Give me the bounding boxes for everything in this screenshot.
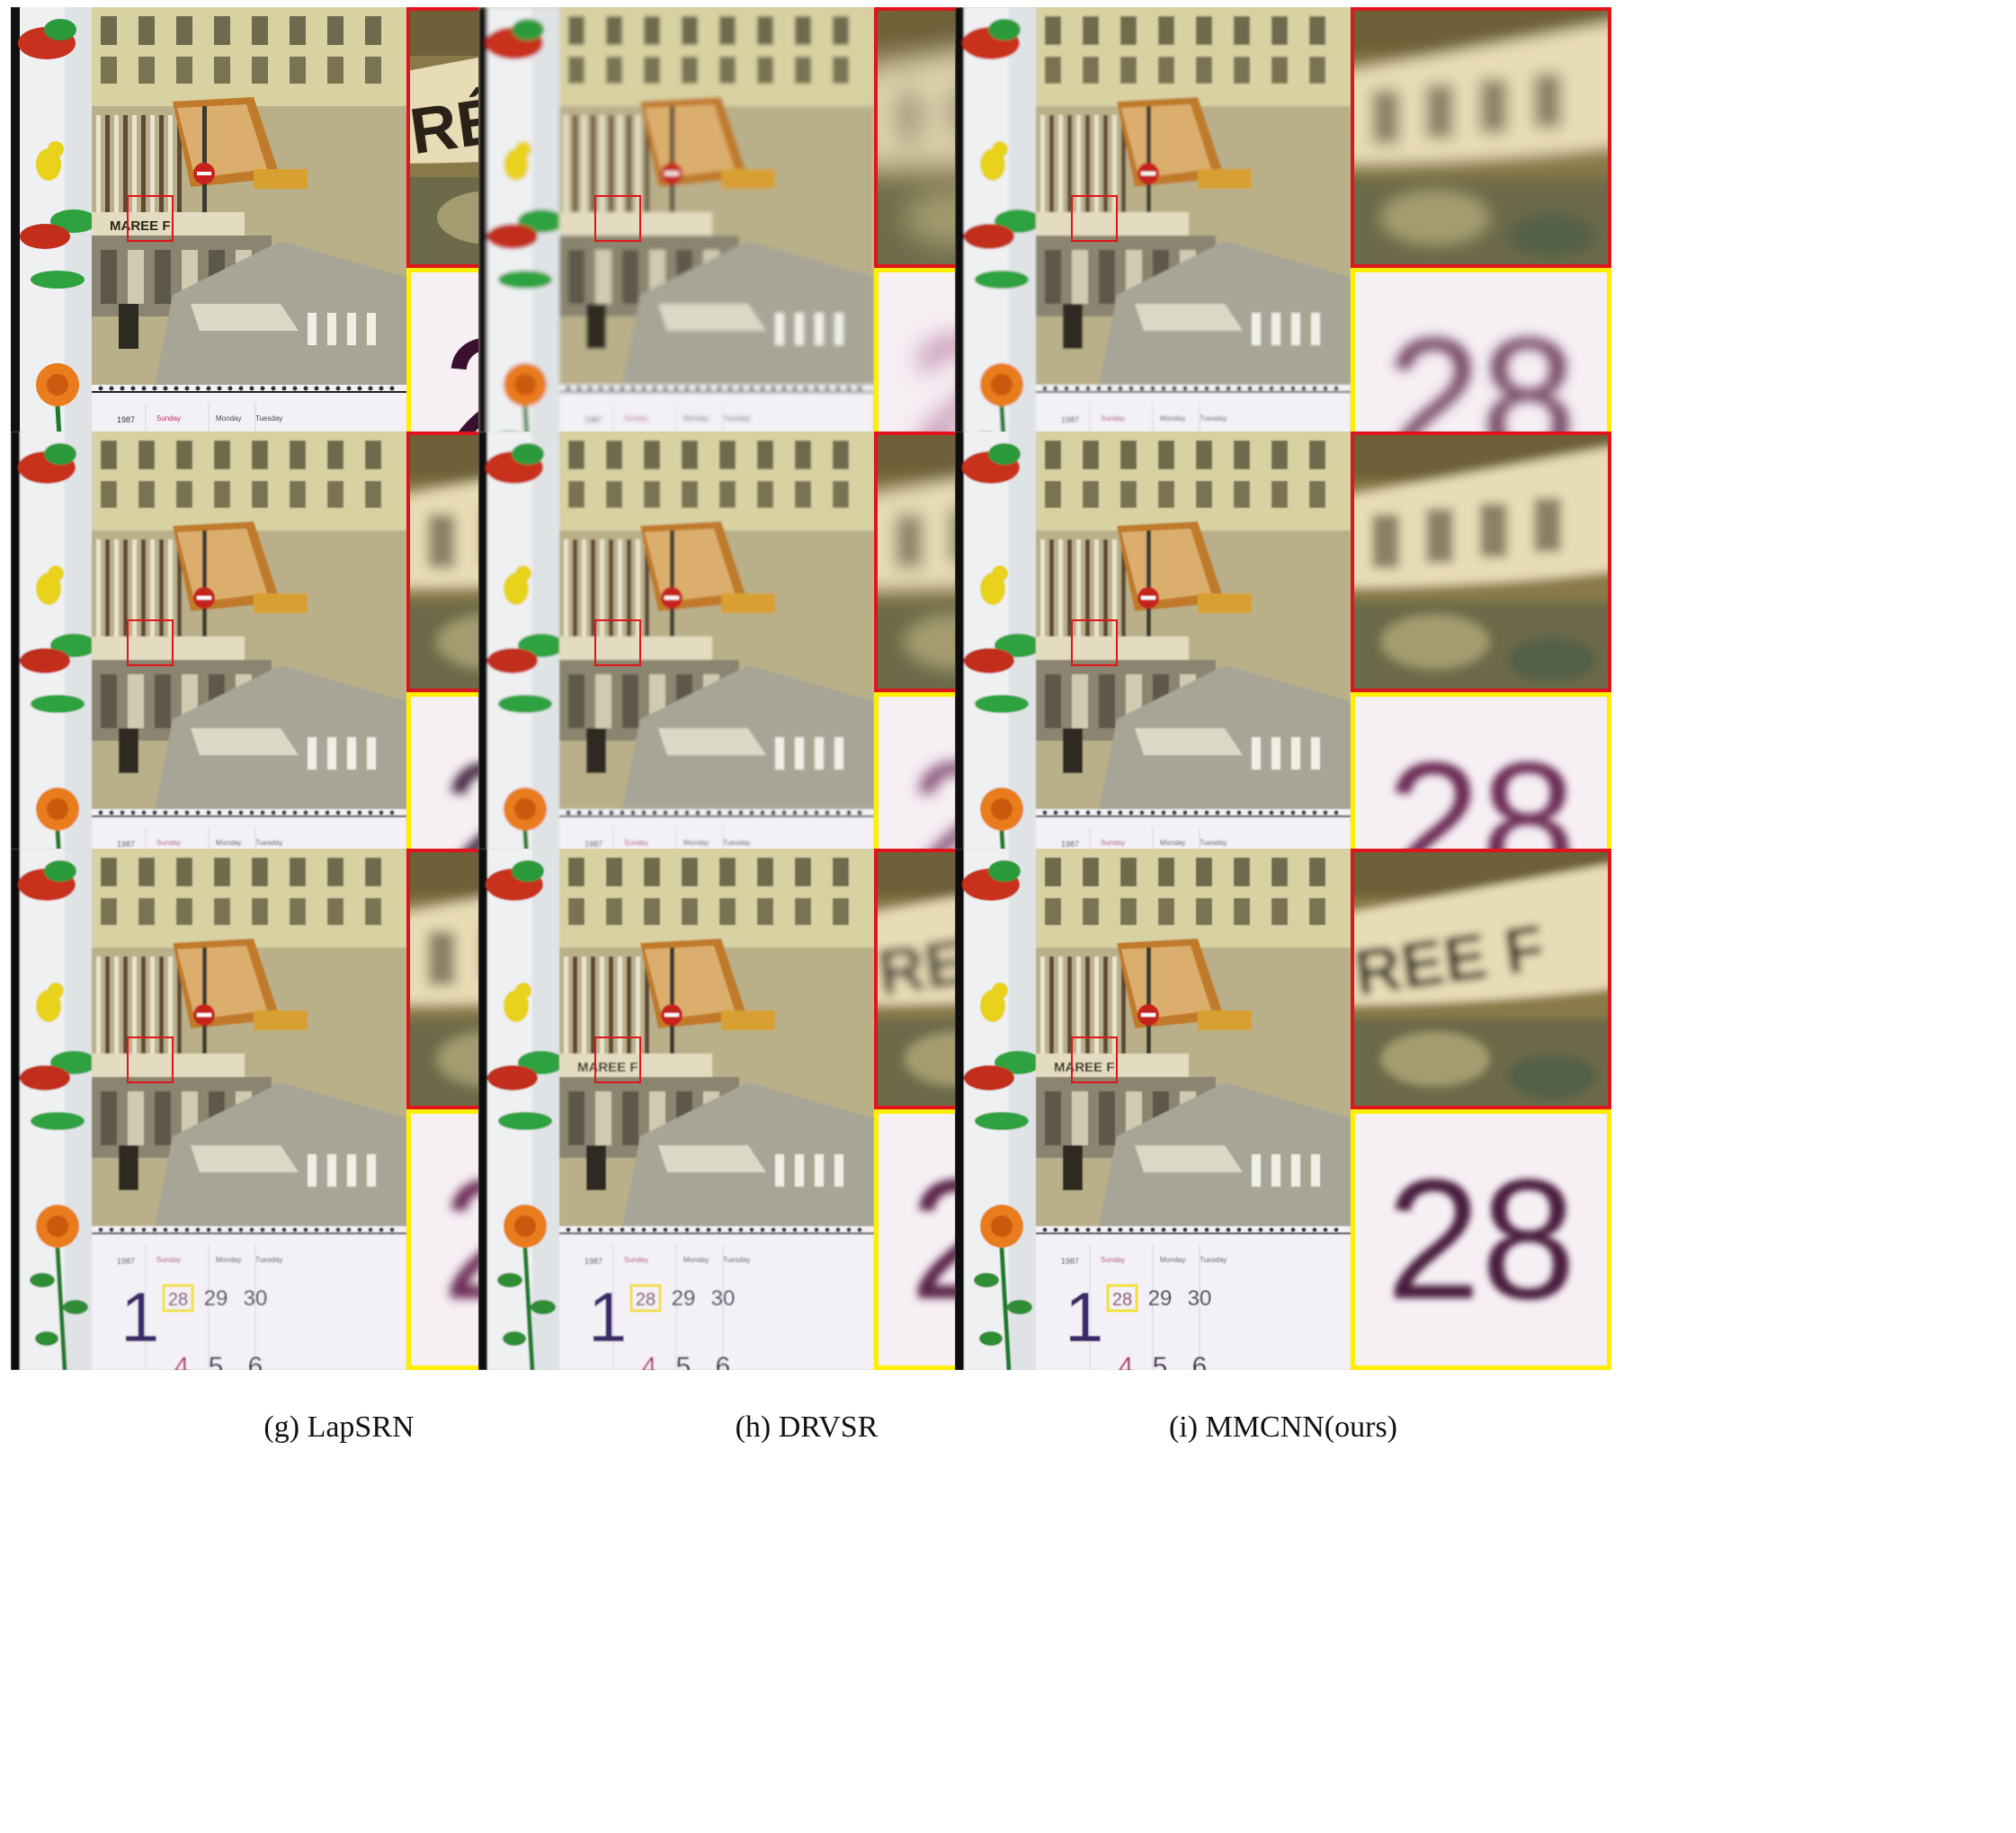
yellow-crop-frame: 28 (1351, 1109, 1611, 1370)
svg-text:Sunday: Sunday (1101, 414, 1125, 423)
svg-text:Sunday: Sunday (624, 414, 648, 423)
svg-text:30: 30 (1188, 1286, 1212, 1311)
svg-text:Tuesday: Tuesday (255, 414, 282, 423)
svg-text:Sunday: Sunday (1101, 1256, 1125, 1264)
svg-text:29: 29 (1148, 1286, 1173, 1311)
svg-text:6: 6 (248, 1352, 263, 1370)
svg-text:1: 1 (120, 1277, 159, 1357)
svg-text:Monday: Monday (1160, 414, 1185, 423)
red-crop-frame (1351, 432, 1611, 692)
svg-text:4: 4 (174, 1352, 190, 1370)
svg-text:1987: 1987 (1061, 840, 1079, 849)
panel-caption: (i) MMCNN(ours) (955, 1408, 1611, 1447)
svg-text:Monday: Monday (683, 414, 709, 423)
scene-image: MAREE F 1987 Sunday Monday Tuesday 1 28 29 30 4 5 6 (478, 849, 874, 1370)
svg-text:Tuesday: Tuesday (1200, 1256, 1227, 1264)
svg-text:1987: 1987 (1061, 1257, 1079, 1266)
shop-sign-text: MAREE F (1054, 1060, 1115, 1075)
svg-text:1: 1 (588, 1277, 627, 1357)
scene-frame: 1987 Sunday Monday Tuesday 1 28 29 30 4 5 6 (11, 849, 406, 1370)
svg-text:29: 29 (672, 1286, 696, 1311)
svg-text:Monday: Monday (1160, 1256, 1185, 1264)
scene-frame: MAREE F 1987 Sunday Monday Tuesday 1 28 29 30 4 5 6 (955, 849, 1351, 1370)
svg-text:4: 4 (1119, 1352, 1134, 1370)
svg-text:30: 30 (244, 1286, 268, 1311)
shop-sign-text: MAREE F (110, 218, 171, 234)
svg-text:Monday: Monday (216, 839, 241, 847)
svg-text:Monday: Monday (216, 1256, 241, 1264)
svg-text:6: 6 (1192, 1352, 1208, 1370)
scene-image: MAREE F 1987 Sunday Monday Tuesday 1 28 29 30 4 5 6 (955, 849, 1351, 1370)
svg-text:Sunday: Sunday (156, 1256, 181, 1264)
crop-number: 28 (1386, 1144, 1575, 1335)
svg-text:5: 5 (676, 1352, 691, 1370)
svg-text:1: 1 (1065, 1277, 1103, 1357)
red-crop-image (1354, 11, 1608, 264)
svg-text:1987: 1987 (584, 1257, 602, 1266)
svg-text:Tuesday: Tuesday (723, 414, 750, 423)
svg-text:Monday: Monday (216, 414, 241, 423)
svg-text:Tuesday: Tuesday (723, 839, 750, 847)
svg-text:Tuesday: Tuesday (723, 1256, 750, 1264)
svg-text:Sunday: Sunday (624, 1256, 648, 1264)
shop-sign-text: MAREE F (577, 1060, 638, 1075)
svg-text:1987: 1987 (1061, 415, 1079, 424)
svg-text:28: 28 (168, 1290, 188, 1310)
svg-text:5: 5 (209, 1352, 224, 1370)
svg-text:Monday: Monday (1160, 839, 1185, 847)
svg-text:5: 5 (1153, 1352, 1168, 1370)
scene-image: 1987 Sunday Monday Tuesday 1 28 29 30 4 5 6 (11, 849, 406, 1370)
svg-text:4: 4 (642, 1352, 657, 1370)
svg-text:29: 29 (204, 1286, 228, 1311)
svg-text:1987: 1987 (117, 415, 135, 424)
svg-text:Monday: Monday (683, 839, 709, 847)
svg-text:Sunday: Sunday (156, 839, 181, 847)
red-crop-image: REE F (1354, 852, 1608, 1106)
svg-text:1987: 1987 (117, 1257, 135, 1266)
svg-text:28: 28 (636, 1290, 656, 1310)
scene-frame: MAREE F 1987 Sunday Monday Tuesday 1 28 29 30 4 5 6 (478, 849, 874, 1370)
red-crop-frame (1351, 7, 1611, 268)
svg-text:Monday: Monday (683, 1256, 709, 1264)
panel-i: MAREE F 1987 Sunday Monday Tuesday 1 28 29 30 4 5 6… (955, 849, 1611, 1442)
svg-text:Sunday: Sunday (156, 414, 181, 423)
svg-text:1987: 1987 (584, 415, 602, 424)
svg-text:Tuesday: Tuesday (1200, 839, 1227, 847)
svg-text:28: 28 (1112, 1290, 1132, 1310)
svg-text:1987: 1987 (584, 840, 602, 849)
svg-text:6: 6 (716, 1352, 731, 1370)
svg-text:Sunday: Sunday (624, 839, 648, 847)
svg-text:1987: 1987 (117, 840, 135, 849)
red-crop-frame: REE F (1351, 849, 1611, 1109)
svg-text:Sunday: Sunday (1101, 839, 1125, 847)
svg-text:30: 30 (711, 1286, 736, 1311)
svg-text:Tuesday: Tuesday (255, 1256, 282, 1264)
svg-text:Tuesday: Tuesday (255, 839, 282, 847)
svg-text:Tuesday: Tuesday (1200, 414, 1227, 423)
yellow-crop-image: 28 (1355, 1114, 1607, 1366)
red-crop-image (1354, 435, 1608, 689)
